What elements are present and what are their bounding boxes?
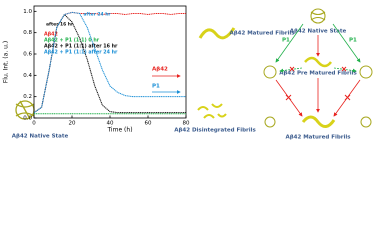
left-native-label: Aβ42 Native State <box>12 134 69 140</box>
matured-label: Aβ42 Matured Fibrils <box>229 31 295 37</box>
legend-label: Aβ42 <box>44 32 58 38</box>
x-tick-label: 0 <box>32 121 36 127</box>
fibril-icon <box>198 27 236 40</box>
x-tick-label: 80 <box>183 121 190 127</box>
legend-label: Aβ42 + P1 (1:1) after 16 hr <box>44 44 118 50</box>
arrow <box>333 67 357 73</box>
legend-label: Aβ42 + P1 (1:1) after 24 hr <box>44 50 118 56</box>
disintegrated-label: Aβ42 Disintegrated Fibrils <box>174 128 256 134</box>
arrow <box>332 23 361 63</box>
legend-label: Aβ42 + P1 (1:1) 0 hr <box>44 38 100 44</box>
y-tick-label: 0.4 <box>23 73 32 79</box>
y-tick-label: 0.0 <box>23 116 32 122</box>
series-line <box>33 11 186 114</box>
fibril-icon <box>301 115 336 128</box>
p1-label: P1 <box>282 38 290 44</box>
y-tick-label: 0.8 <box>23 30 32 36</box>
annotation: after 24 hr <box>83 12 111 18</box>
y-tick-label: 0.6 <box>23 52 32 58</box>
arrow-label: P1 <box>152 84 160 90</box>
blob-icon <box>263 65 373 128</box>
right-prematured-label: Aβ42 Pre Matured Fibrils <box>279 71 357 77</box>
arrow <box>275 23 304 63</box>
x-tick-label: 40 <box>107 121 114 127</box>
y-tick-label: 0.2 <box>23 94 32 100</box>
native-state-icon <box>310 8 326 24</box>
annotation: after 16 hr <box>46 22 74 28</box>
right-native-label: Aβ42 Native State <box>290 29 347 35</box>
y-tick-label: 1.0 <box>23 9 32 15</box>
x-axis-label: Time (h) <box>106 127 132 134</box>
arrow-label: Aβ42 <box>152 67 168 73</box>
p1-label: P1 <box>349 38 357 44</box>
disintegrated-icon <box>197 103 227 119</box>
right-matured-label: Aβ42 Matured Fibrils <box>285 135 351 141</box>
x-tick-label: 60 <box>145 121 152 127</box>
fibril-icon <box>304 56 332 68</box>
cross <box>285 66 351 101</box>
x-tick-label: 20 <box>69 121 76 127</box>
graphical-abstract: Aβ42 Native State Aβ42 Matured Fibrils A… <box>3 5 373 141</box>
y-axis-label: Flu. Int. (a. u.) <box>3 41 10 83</box>
arrow <box>279 67 303 73</box>
